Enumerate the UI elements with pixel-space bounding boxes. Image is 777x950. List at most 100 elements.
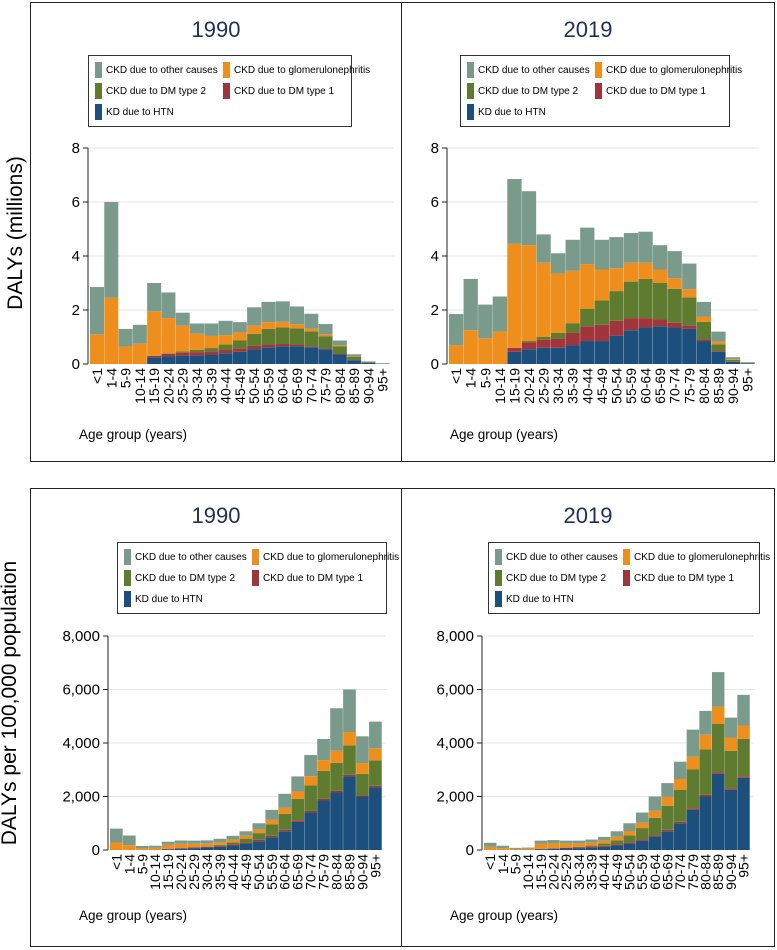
bar-segment-other [161,292,176,319]
bar-segment-dm2 [712,724,725,773]
bar-segment-dm2 [521,341,537,343]
bar-segment-htn [330,792,343,850]
bar-segment-other [572,840,586,844]
bar-segment-glom [187,843,201,848]
legend-item-dm1: CKD due to DM type 1 [595,83,706,99]
bar-segment-dm2 [332,346,347,355]
legend-item-dm2: CKD due to DM type 2 [124,570,235,586]
bar-segment-other [598,836,611,841]
y-tick-label: 8 [72,140,80,157]
legend-swatch-dm2 [495,570,502,586]
x-tick-label: 15-19 [533,854,549,890]
bar-segment-other [291,776,305,792]
bar-segment-dm2 [218,344,233,350]
x-tick-label: 1-4 [121,854,137,874]
x-tick-label: 40-44 [225,854,241,890]
bar-segment-glom [463,330,478,364]
bar-segment-htn [291,821,305,850]
legend-swatch-glom [623,549,630,565]
bar-segment-glom [122,845,136,850]
bar-segment-other [580,227,595,265]
bar-segment-dm2 [686,769,700,809]
bar-segment-htn [547,848,560,850]
chart-title: 1990 [191,17,241,42]
bar-segment-dm1 [291,820,305,822]
bar-segment-glom [711,341,726,345]
x-tick-label: 30-34 [189,368,205,404]
bar-segment-htn [682,328,697,364]
bar-segment-other [200,840,214,844]
bar-segment-other [275,301,290,322]
x-tick-label: 60-64 [647,854,663,890]
legend-swatch-other [495,549,502,565]
x-tick-label: <1 [108,854,124,870]
bar-segment-glom [636,822,649,829]
bar-segment-htn [347,360,362,364]
x-tick-label: 20-24 [546,854,562,890]
bar-segment-dm2 [304,331,319,347]
bar-segment-glom [507,243,522,348]
x-tick-label: 50-54 [251,854,267,890]
bar-segment-htn [204,354,219,364]
bar-segment-dm1 [147,355,162,358]
bar-segment-other [449,314,464,346]
legend-item-dm1: CKD due to DM type 1 [223,83,334,99]
bar-segment-other [594,239,609,270]
bar-segment-other [623,823,636,832]
bar-segment-dm2 [696,321,711,340]
x-tick-label: 75-79 [685,854,701,890]
bar-segment-glom [449,345,464,364]
bar-segment-dm1 [711,351,726,352]
bar-segment-glom [478,338,493,364]
bar-segment-htn [686,809,700,850]
x-tick-label: 15-19 [146,368,162,404]
bar-segment-glom [623,831,636,836]
x-tick-label: 85-89 [710,368,726,404]
bar-segment-dm1 [318,348,333,350]
legend-item-dm2: CKD due to DM type 2 [95,83,206,99]
bar-segment-glom [232,332,247,341]
x-axis-title: Age group (years) [450,427,559,442]
bar-segment-other [484,842,497,847]
legend-item-htn: KD due to HTN [124,591,203,607]
x-tick-label: 10-14 [520,854,536,890]
bar-segment-glom [318,334,333,337]
legend-label-dm2: CKD due to DM type 2 [106,85,207,97]
x-tick-label: 65-69 [290,854,306,890]
bar-segment-dm2 [536,337,551,340]
bar-segment-glom [536,262,551,337]
bar-segment-glom [147,311,162,356]
bar-segment-glom [484,846,497,850]
x-tick-label: 80-84 [698,854,714,890]
bar-segment-other [226,835,240,840]
bar-segment-htn [580,341,595,364]
bar-segment-other [90,287,104,335]
x-tick-label: 10-14 [132,368,148,404]
x-tick-label: 1-4 [495,854,511,874]
x-tick-label: 65-69 [652,368,668,404]
bar-segment-dm1 [507,347,522,352]
legend-item-htn: KD due to HTN [495,591,574,607]
bar-segment-glom [247,325,262,334]
legend-label-other: CKD due to other causes [135,551,247,563]
legend-label-dm1: CKD due to DM type 1 [263,572,364,584]
bar-segment-htn [638,327,653,364]
bar-segment-other [565,239,580,271]
bar-segment-dm1 [598,845,611,847]
bar-segment-glom [565,270,580,324]
bar-segment-dm2 [667,288,682,323]
x-tick-label: 40-44 [579,368,595,404]
bar-segment-glom [239,835,253,839]
y-tick-label: 0 [72,356,80,373]
bar-segment-glom [661,796,674,806]
legend-swatch-dm2 [95,83,102,99]
x-tick-label: 75-79 [318,368,334,404]
bar-segment-other [492,296,507,332]
bar-segment-other [278,793,292,808]
x-tick-label: 95+ [736,854,752,878]
x-tick-label: 15-19 [160,854,176,890]
bar-segment-dm1 [369,785,382,788]
bar-segment-dm1 [585,846,598,848]
bar-segment-glom [135,848,149,850]
bar-segment-dm2 [594,300,609,325]
